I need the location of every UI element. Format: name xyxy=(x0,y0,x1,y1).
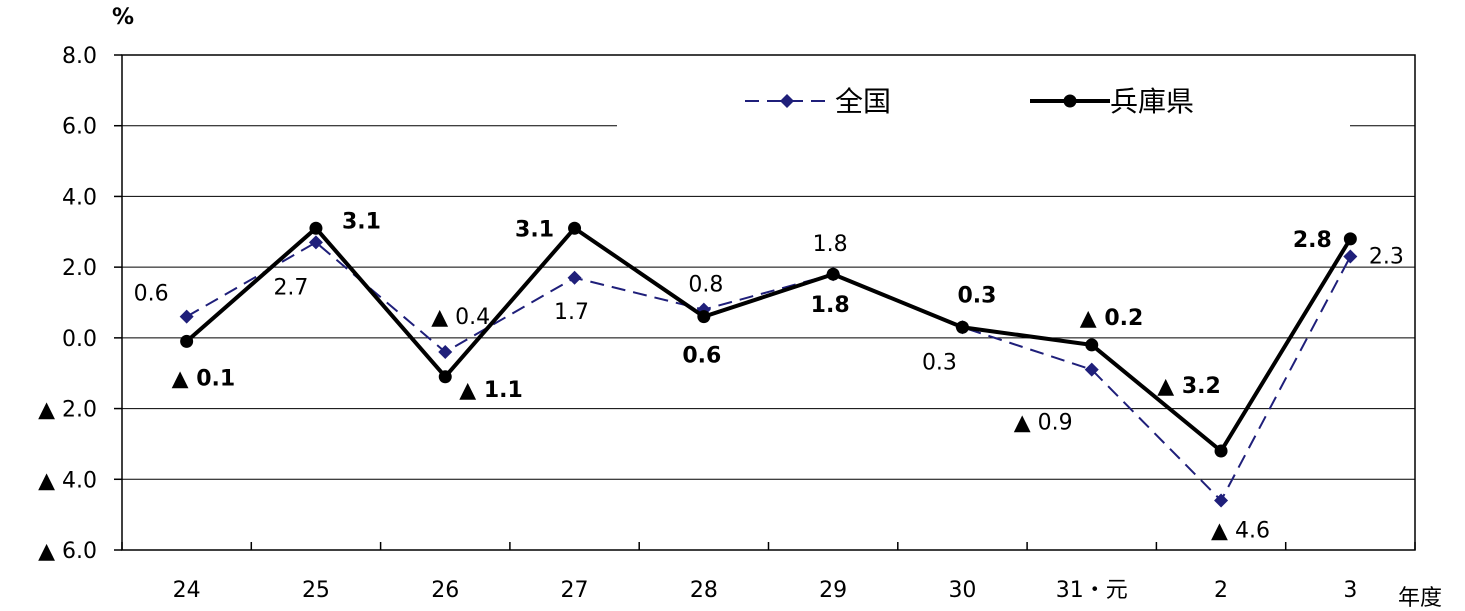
y-axis-unit: % xyxy=(112,5,134,30)
y-tick-label: 8.0 xyxy=(62,44,97,69)
data-label: ▲ 0.4 xyxy=(431,305,490,330)
data-label: ▲ 0.9 xyxy=(1014,411,1073,436)
data-point xyxy=(697,310,711,324)
data-point xyxy=(1084,362,1099,377)
x-tick-label: 27 xyxy=(561,578,589,603)
y-tick-label: 2.0 xyxy=(62,256,97,281)
data-point xyxy=(567,270,582,285)
series-line-0 xyxy=(186,241,1352,503)
data-label: 0.8 xyxy=(688,273,723,298)
data-label: 0.3 xyxy=(922,350,957,375)
data-point xyxy=(1343,249,1358,264)
y-tick-label: 4.0 xyxy=(62,185,97,210)
data-point xyxy=(955,320,969,334)
data-label: ▲ 0.1 xyxy=(172,366,236,391)
data-label: 2.7 xyxy=(273,275,308,300)
data-label: 2.8 xyxy=(1293,228,1332,253)
gridlines xyxy=(122,54,1415,551)
x-tick-label: 2 xyxy=(1214,578,1228,603)
x-axis-ticks: 24 25 26 27 28 29 30 31・元 2 3 xyxy=(121,542,1416,603)
y-tick-label: ▲ 2.0 xyxy=(38,398,97,423)
data-label: ▲ 4.6 xyxy=(1211,519,1270,544)
y-tick-label: ▲ 4.0 xyxy=(38,468,97,493)
data-label: 1.8 xyxy=(811,293,850,318)
y-tick-label: 6.0 xyxy=(62,115,97,140)
legend-background xyxy=(617,80,1350,140)
data-label: 1.7 xyxy=(554,300,589,325)
x-tick-label: 26 xyxy=(431,578,459,603)
x-tick-label: 30 xyxy=(948,578,976,603)
x-tick-label: 25 xyxy=(302,578,330,603)
data-label: 2.3 xyxy=(1369,245,1404,270)
y-tick-label: ▲ 6.0 xyxy=(38,539,97,564)
data-label: 1.8 xyxy=(813,232,848,257)
data-point xyxy=(826,267,840,281)
legend-label: 兵庫県 xyxy=(1110,85,1194,118)
legend-label: 全国 xyxy=(835,85,891,118)
series-layer xyxy=(179,221,1358,508)
data-point xyxy=(179,309,194,324)
legend-box xyxy=(617,80,1350,140)
data-label: 0.3 xyxy=(957,283,996,308)
x-tick-label: 31・元 xyxy=(1056,578,1128,603)
data-label: 3.1 xyxy=(342,209,381,234)
data-point xyxy=(309,221,323,235)
data-label: ▲ 3.2 xyxy=(1157,374,1221,399)
data-point xyxy=(1085,338,1099,352)
data-point xyxy=(1343,232,1357,246)
y-tick-label: 0.0 xyxy=(62,327,97,352)
data-labels: 0.6 2.7 ▲ 0.4 1.7 0.8 1.8 0.3 ▲ 0.9 ▲ 4.6 2.3 ▲ 0.… xyxy=(134,209,1404,543)
x-tick-label: 3 xyxy=(1343,578,1357,603)
data-point xyxy=(308,235,323,250)
y-axis-ticks: 8.0 6.0 4.0 2.0 0.0 ▲ 2.0 ▲ 4.0 ▲ 6.0 xyxy=(38,44,122,564)
data-label: ▲ 0.2 xyxy=(1080,306,1144,331)
data-label: ▲ 1.1 xyxy=(459,378,523,403)
legend-swatch-marker xyxy=(780,94,794,108)
data-point xyxy=(438,345,453,359)
data-point xyxy=(438,370,452,384)
data-label: 3.1 xyxy=(515,217,554,242)
series-line-1 xyxy=(185,225,1353,455)
legend: 全国 兵庫県 xyxy=(745,85,1194,118)
data-label: 0.6 xyxy=(682,344,721,369)
data-label: 0.6 xyxy=(134,282,169,307)
x-tick-label: 28 xyxy=(690,578,718,603)
data-point xyxy=(180,334,194,348)
x-tick-label: 24 xyxy=(173,578,201,603)
data-point xyxy=(1214,493,1229,508)
data-point xyxy=(568,221,582,235)
x-tick-label: 29 xyxy=(819,578,847,603)
legend-swatch-marker xyxy=(1063,94,1077,108)
x-axis-label: 年度 xyxy=(1398,586,1442,611)
data-point xyxy=(1214,444,1228,458)
